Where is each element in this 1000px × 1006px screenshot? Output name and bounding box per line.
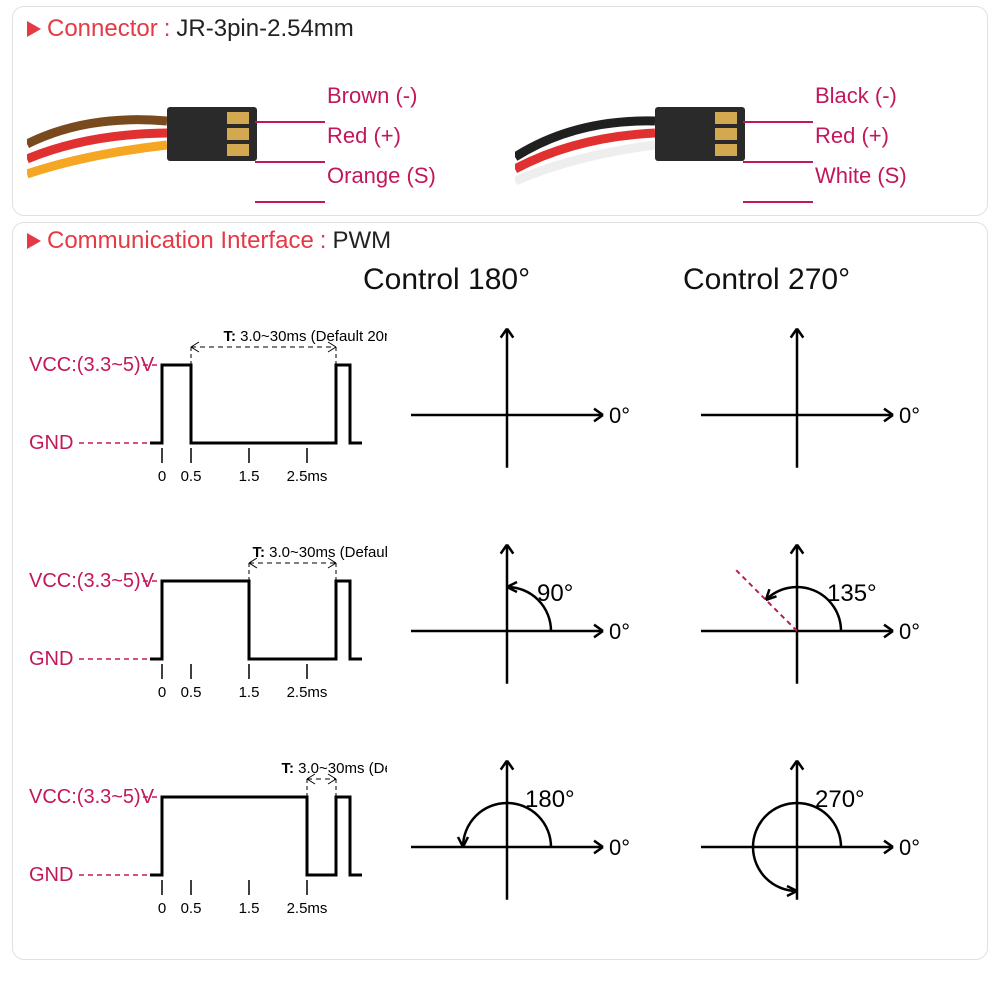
- pin-label-red: Red (+): [327, 123, 436, 149]
- svg-text:0.5: 0.5: [181, 468, 202, 485]
- connector-right: Black (-) Red (+) White (S): [515, 59, 973, 199]
- svg-text:0°: 0°: [899, 619, 920, 644]
- comm-panel: Communication Interface : PWM Control 18…: [12, 222, 988, 960]
- pwm-row: VCC:(3.3~5)V GND 0 0.5 1.5 2.5ms T: 3.0~30m…: [27, 519, 973, 735]
- connector-title: Connector : JR-3pin-2.54mm: [27, 15, 973, 43]
- svg-text:VCC:(3.3~5)V: VCC:(3.3~5)V: [29, 786, 155, 808]
- pwm-row: VCC:(3.3~5)V GND 0 0.5 1.5 2.5ms T: 3.0~30m…: [27, 303, 973, 519]
- svg-text:0°: 0°: [899, 835, 920, 860]
- angle-270-col: 0°: [687, 303, 967, 519]
- angle-270-col: 270° 0°: [687, 735, 967, 951]
- pwm-row: VCC:(3.3~5)V GND 0 0.5 1.5 2.5ms T: 3.0~30m…: [27, 735, 973, 951]
- svg-text:0°: 0°: [609, 619, 630, 644]
- svg-text:90°: 90°: [537, 580, 573, 607]
- connector-right-illustration: [515, 59, 775, 199]
- pin-label-brown: Brown (-): [327, 83, 436, 109]
- angle-180-col: 180° 0°: [397, 735, 677, 951]
- svg-text:0°: 0°: [899, 403, 920, 428]
- angle-180-col: 90° 0°: [397, 519, 677, 735]
- angle-diagram: 0°: [397, 303, 677, 519]
- pwm-wave-col: VCC:(3.3~5)V GND 0 0.5 1.5 2.5ms T: 3.0~30m…: [27, 519, 387, 735]
- header-270: Control 270°: [683, 263, 943, 297]
- svg-text:1.5: 1.5: [239, 684, 260, 701]
- pwm-waveform: VCC:(3.3~5)V GND 0 0.5 1.5 2.5ms T: 3.0~30m…: [27, 303, 387, 519]
- connector-left: Brown (-) Red (+) Orange (S): [27, 59, 485, 199]
- comm-title: Communication Interface : PWM: [27, 227, 973, 255]
- pin-label-white: White (S): [815, 163, 907, 189]
- header-180: Control 180°: [363, 263, 623, 297]
- svg-text:GND: GND: [29, 432, 73, 454]
- svg-text:VCC:(3.3~5)V: VCC:(3.3~5)V: [29, 570, 155, 592]
- svg-text:GND: GND: [29, 864, 73, 886]
- angle-270-col: 135° 0°: [687, 519, 967, 735]
- pwm-wave-col: VCC:(3.3~5)V GND 0 0.5 1.5 2.5ms T: 3.0~30m…: [27, 303, 387, 519]
- angle-diagram: 135° 0°: [687, 519, 967, 735]
- connector-title-prefix: Connector: [47, 15, 158, 43]
- svg-text:VCC:(3.3~5)V: VCC:(3.3~5)V: [29, 354, 155, 376]
- svg-text:0°: 0°: [609, 403, 630, 428]
- svg-text:135°: 135°: [827, 580, 877, 607]
- angle-diagram: 90° 0°: [397, 519, 677, 735]
- svg-text:T: 3.0~30ms (Default 20ms): T: 3.0~30ms (Default 20ms): [224, 328, 388, 345]
- svg-text:0.5: 0.5: [181, 900, 202, 917]
- svg-text:2.5ms: 2.5ms: [287, 900, 328, 917]
- connector-left-labels: Brown (-) Red (+) Orange (S): [327, 83, 436, 189]
- angle-180-col: 0°: [397, 303, 677, 519]
- pin-label-orange: Orange (S): [327, 163, 436, 189]
- svg-text:2.5ms: 2.5ms: [287, 684, 328, 701]
- control-header-row: Control 180° Control 270°: [27, 263, 973, 297]
- connector-title-value: JR-3pin-2.54mm: [176, 15, 353, 43]
- svg-text:0: 0: [158, 468, 166, 485]
- pwm-waveform: VCC:(3.3~5)V GND 0 0.5 1.5 2.5ms T: 3.0~30m…: [27, 735, 387, 951]
- pin-label-red2: Red (+): [815, 123, 907, 149]
- svg-text:1.5: 1.5: [239, 900, 260, 917]
- angle-diagram: 180° 0°: [397, 735, 677, 951]
- svg-text:0: 0: [158, 900, 166, 917]
- connector-row: Brown (-) Red (+) Orange (S) Black (-) R…: [27, 51, 973, 207]
- comm-title-value: PWM: [332, 227, 391, 255]
- svg-text:T: 3.0~30ms (Default 20ms): T: 3.0~30ms (Default 20ms): [253, 544, 388, 561]
- connector-right-labels: Black (-) Red (+) White (S): [815, 83, 907, 189]
- svg-text:GND: GND: [29, 648, 73, 670]
- pin-label-black: Black (-): [815, 83, 907, 109]
- svg-text:180°: 180°: [525, 786, 575, 813]
- pwm-waveform: VCC:(3.3~5)V GND 0 0.5 1.5 2.5ms T: 3.0~30m…: [27, 519, 387, 735]
- svg-text:270°: 270°: [815, 786, 865, 813]
- connector-left-illustration: [27, 59, 287, 199]
- svg-text:0.5: 0.5: [181, 684, 202, 701]
- pwm-rows-container: VCC:(3.3~5)V GND 0 0.5 1.5 2.5ms T: 3.0~30m…: [27, 303, 973, 951]
- connector-panel: Connector : JR-3pin-2.54mm Brown (-) Red…: [12, 6, 988, 216]
- pwm-wave-col: VCC:(3.3~5)V GND 0 0.5 1.5 2.5ms T: 3.0~30m…: [27, 735, 387, 951]
- svg-text:2.5ms: 2.5ms: [287, 468, 328, 485]
- svg-text:0°: 0°: [609, 835, 630, 860]
- comm-title-prefix: Communication Interface: [47, 227, 314, 255]
- angle-diagram: 0°: [687, 303, 967, 519]
- svg-text:1.5: 1.5: [239, 468, 260, 485]
- svg-text:0: 0: [158, 684, 166, 701]
- svg-text:T: 3.0~30ms (Default 20ms): T: 3.0~30ms (Default 20ms): [282, 760, 388, 777]
- triangle-icon: [27, 21, 41, 37]
- triangle-icon: [27, 233, 41, 249]
- angle-diagram: 270° 0°: [687, 735, 967, 951]
